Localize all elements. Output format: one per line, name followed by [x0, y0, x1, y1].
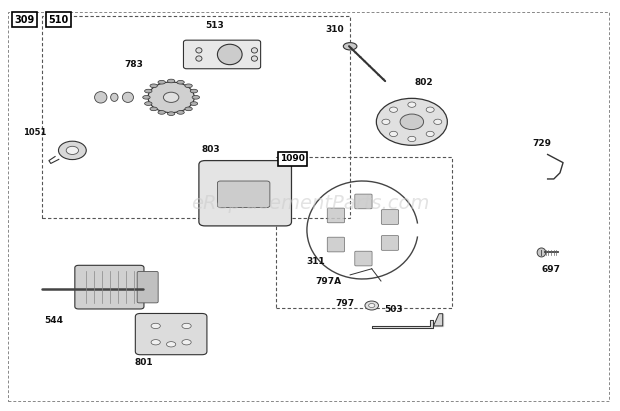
Ellipse shape [190, 102, 198, 105]
FancyBboxPatch shape [218, 181, 270, 208]
FancyBboxPatch shape [355, 194, 372, 209]
Ellipse shape [389, 131, 397, 136]
Text: 513: 513 [205, 21, 224, 30]
FancyBboxPatch shape [199, 161, 291, 226]
Text: 801: 801 [134, 358, 153, 367]
Ellipse shape [144, 89, 152, 93]
FancyBboxPatch shape [381, 210, 399, 224]
FancyBboxPatch shape [135, 314, 207, 355]
Text: eReplacementParts.com: eReplacementParts.com [191, 194, 429, 213]
Ellipse shape [218, 44, 242, 65]
Text: 510: 510 [48, 15, 69, 25]
Ellipse shape [151, 323, 161, 328]
Ellipse shape [192, 95, 200, 99]
Ellipse shape [185, 84, 192, 88]
Ellipse shape [365, 301, 379, 310]
Text: 803: 803 [202, 145, 221, 155]
Ellipse shape [408, 136, 416, 142]
Ellipse shape [95, 92, 107, 103]
Text: 1051: 1051 [23, 128, 46, 137]
FancyBboxPatch shape [75, 266, 144, 309]
Ellipse shape [182, 323, 191, 328]
Polygon shape [433, 314, 443, 326]
Text: 802: 802 [415, 78, 433, 87]
Ellipse shape [434, 119, 442, 125]
Ellipse shape [158, 81, 166, 84]
Ellipse shape [185, 107, 192, 111]
Ellipse shape [343, 43, 357, 50]
Ellipse shape [122, 92, 133, 102]
Text: 309: 309 [15, 15, 35, 25]
Text: 544: 544 [45, 316, 63, 325]
Ellipse shape [426, 107, 434, 112]
FancyBboxPatch shape [355, 251, 372, 266]
FancyBboxPatch shape [327, 208, 345, 223]
Ellipse shape [66, 146, 79, 155]
Ellipse shape [110, 93, 118, 102]
Text: 697: 697 [541, 265, 560, 274]
Ellipse shape [177, 81, 184, 84]
Ellipse shape [376, 98, 448, 145]
Ellipse shape [143, 95, 150, 99]
Ellipse shape [382, 119, 390, 125]
Text: 797A: 797A [316, 277, 342, 286]
Text: 797: 797 [335, 299, 355, 308]
Ellipse shape [400, 114, 423, 129]
Polygon shape [372, 320, 433, 328]
Ellipse shape [182, 339, 191, 345]
Ellipse shape [151, 339, 161, 345]
Ellipse shape [251, 48, 257, 53]
FancyBboxPatch shape [184, 40, 260, 69]
Ellipse shape [167, 79, 175, 83]
FancyBboxPatch shape [137, 271, 158, 303]
Ellipse shape [58, 141, 86, 159]
Text: 1090: 1090 [280, 155, 305, 164]
FancyBboxPatch shape [381, 236, 399, 250]
Text: 310: 310 [326, 25, 344, 34]
Ellipse shape [167, 112, 175, 115]
Text: 783: 783 [125, 60, 143, 69]
Ellipse shape [426, 131, 434, 136]
Ellipse shape [196, 48, 202, 53]
Ellipse shape [177, 111, 184, 114]
Ellipse shape [369, 303, 375, 307]
Ellipse shape [150, 107, 157, 111]
Ellipse shape [150, 84, 157, 88]
Text: 503: 503 [384, 305, 402, 314]
Ellipse shape [408, 102, 416, 107]
Ellipse shape [537, 248, 546, 257]
Ellipse shape [158, 111, 166, 114]
Ellipse shape [389, 107, 397, 112]
Ellipse shape [190, 89, 198, 93]
Ellipse shape [251, 56, 257, 61]
Ellipse shape [144, 102, 152, 105]
Ellipse shape [196, 56, 202, 61]
Text: 729: 729 [532, 139, 551, 148]
Ellipse shape [167, 342, 175, 347]
FancyBboxPatch shape [327, 237, 345, 252]
Ellipse shape [164, 92, 179, 102]
Text: 311: 311 [307, 256, 326, 266]
Ellipse shape [148, 82, 194, 113]
